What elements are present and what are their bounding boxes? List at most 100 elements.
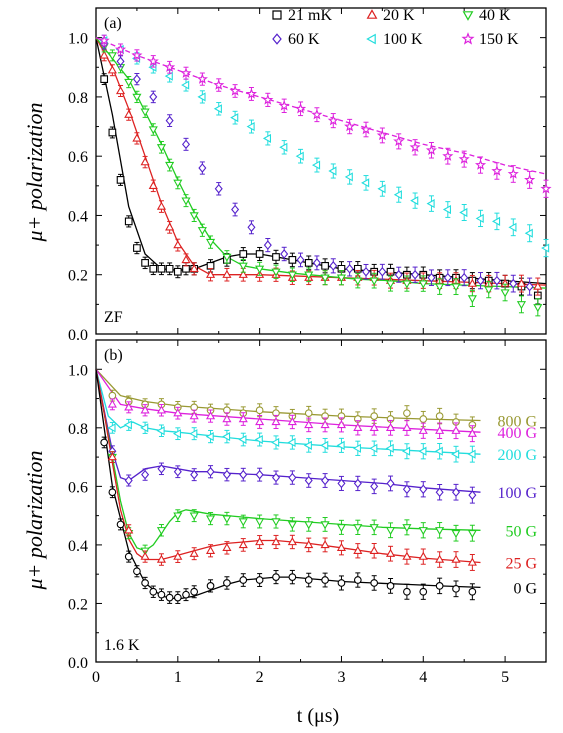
plot-frame bbox=[95, 7, 547, 335]
data-point bbox=[149, 92, 158, 102]
data-point bbox=[541, 243, 550, 253]
data-point bbox=[296, 255, 305, 265]
data-point bbox=[107, 65, 117, 74]
data-point bbox=[271, 437, 280, 448]
corner-label: ZF bbox=[104, 309, 123, 326]
data-point bbox=[173, 551, 183, 560]
data-point bbox=[238, 414, 248, 423]
inline-series-label: 800 G bbox=[497, 414, 537, 431]
y-axis-label-a: μ+ polarization bbox=[22, 103, 47, 243]
data-point bbox=[238, 262, 248, 271]
data-point bbox=[320, 274, 330, 283]
data-point bbox=[418, 425, 428, 434]
data-point bbox=[508, 222, 517, 232]
data-point bbox=[98, 34, 110, 46]
data-point bbox=[288, 256, 297, 264]
data-point bbox=[321, 576, 329, 584]
data-point bbox=[443, 272, 452, 283]
data-point bbox=[124, 552, 133, 561]
data-point bbox=[410, 196, 419, 206]
data-point bbox=[509, 278, 518, 289]
data-point bbox=[403, 587, 411, 596]
data-point bbox=[467, 428, 477, 437]
legend-marker bbox=[272, 10, 282, 20]
data-point bbox=[336, 524, 347, 533]
data-point bbox=[196, 73, 208, 84]
data-point bbox=[116, 176, 125, 184]
data-point bbox=[124, 525, 134, 534]
data-point bbox=[108, 128, 117, 137]
data-point bbox=[352, 443, 362, 453]
y-tick-label: 0.4 bbox=[68, 538, 88, 555]
x-tick-label: 5 bbox=[501, 669, 509, 686]
data-point bbox=[328, 166, 337, 176]
data-point bbox=[311, 108, 323, 120]
data-point bbox=[304, 521, 314, 530]
data-point bbox=[205, 269, 216, 278]
data-point bbox=[468, 587, 477, 596]
data-point bbox=[369, 443, 378, 453]
fit-line bbox=[95, 369, 481, 493]
data-point bbox=[173, 240, 183, 249]
data-point bbox=[434, 446, 443, 456]
data-point bbox=[377, 184, 386, 194]
data-point bbox=[247, 222, 256, 233]
data-point bbox=[287, 271, 297, 280]
data-point bbox=[516, 301, 527, 310]
data-point bbox=[500, 289, 510, 298]
data-point bbox=[123, 420, 132, 430]
data-point bbox=[173, 512, 183, 521]
data-point bbox=[99, 50, 109, 59]
data-point bbox=[246, 121, 255, 132]
data-point bbox=[190, 587, 199, 596]
data-point bbox=[386, 582, 395, 590]
data-point bbox=[442, 204, 452, 215]
data-point bbox=[107, 452, 117, 461]
data-point bbox=[165, 161, 175, 170]
data-point bbox=[198, 163, 207, 173]
data-point bbox=[320, 521, 330, 530]
data-point bbox=[294, 102, 307, 114]
data-point bbox=[141, 259, 149, 267]
data-point bbox=[205, 432, 214, 442]
data-point bbox=[402, 422, 412, 432]
data-point bbox=[124, 78, 134, 88]
data-point bbox=[304, 539, 314, 549]
data-point bbox=[140, 157, 150, 166]
data-point bbox=[370, 412, 379, 420]
panel-a: 0.0 0.2 0.4 0.6 0.8 1.0 (a) ZF 21 mK 20 K 40 K 60 K… bbox=[68, 7, 552, 344]
data-point bbox=[197, 227, 207, 236]
data-point bbox=[452, 418, 460, 426]
data-point bbox=[230, 113, 239, 123]
y-tick-label: 0.8 bbox=[68, 90, 88, 107]
x-tick-label: 3 bbox=[337, 669, 345, 686]
data-point bbox=[369, 524, 379, 533]
data-point bbox=[190, 403, 199, 412]
data-point bbox=[524, 228, 533, 238]
data-point bbox=[149, 264, 158, 273]
data-point bbox=[385, 443, 394, 453]
panel-b: 0 1 2 3 4 5 0.0 0.2 0.4 0.6 0.8 1.0 (b) 1.6 K 800 G400… bbox=[68, 339, 547, 686]
data-point bbox=[435, 527, 445, 536]
data-point bbox=[100, 75, 109, 83]
data-point bbox=[189, 212, 199, 221]
legend-marker bbox=[366, 9, 378, 19]
data-point bbox=[107, 399, 117, 408]
data-point bbox=[156, 554, 167, 563]
data-point bbox=[304, 419, 314, 429]
legend-label: 150 K bbox=[479, 31, 519, 48]
data-point bbox=[418, 446, 427, 456]
legend-marker bbox=[462, 11, 474, 21]
fit-line bbox=[95, 37, 547, 289]
y-tick-label: 1.0 bbox=[68, 31, 88, 48]
data-point bbox=[304, 576, 313, 584]
y-tick-label: 1.0 bbox=[68, 362, 88, 379]
x-tick-label: 0 bbox=[92, 669, 100, 686]
data-point bbox=[272, 573, 280, 581]
data-point bbox=[385, 422, 396, 432]
data-point bbox=[427, 272, 436, 283]
data-point bbox=[114, 43, 127, 55]
data-point bbox=[411, 269, 420, 280]
data-point bbox=[141, 579, 149, 587]
data-point bbox=[451, 530, 461, 539]
